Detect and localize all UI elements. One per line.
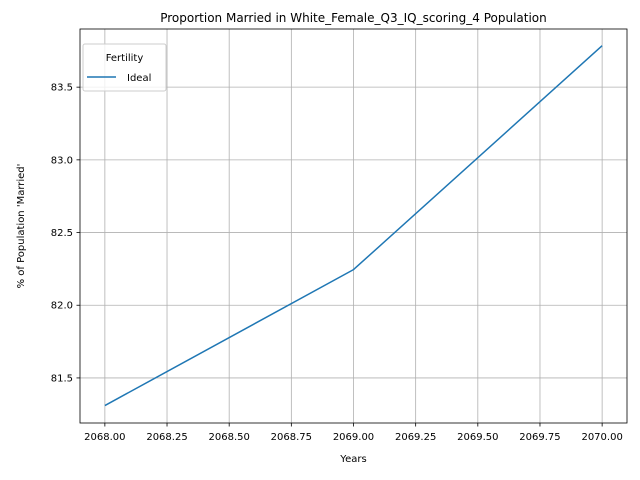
chart-title: Proportion Married in White_Female_Q3_IQ… [160,11,547,25]
x-tick-label: 2068.75 [271,432,312,443]
x-tick-label: 2069.00 [333,432,374,443]
legend-title: Fertility [106,53,144,64]
y-tick-label: 83.0 [51,155,73,166]
plot-frame [79,28,628,424]
grid [80,29,627,423]
x-tick-label: 2068.00 [84,432,125,443]
y-tick-label: 81.5 [51,373,73,384]
legend: Fertility Ideal [82,43,167,92]
x-tick-label: 2069.50 [457,432,498,443]
y-tick-label: 83.5 [51,83,73,94]
y-axis-label: % of Population 'Married' [16,164,27,289]
x-axis-ticks: 2068.00 2068.25 2068.50 2068.75 2069.00 2069.… [84,423,623,443]
y-tick-label: 82.5 [51,228,73,239]
x-tick-label: 2068.50 [209,432,250,443]
x-tick-label: 2069.25 [395,432,436,443]
series-line [104,45,603,407]
y-axis-ticks: 81.5 82.0 82.5 83.0 83.5 [51,83,80,384]
legend-box [82,43,167,92]
x-tick-label: 2070.00 [581,432,622,443]
x-tick-label: 2068.25 [146,432,187,443]
x-axis-label: Years [339,454,366,465]
y-tick-label: 82.0 [51,301,73,312]
series-group [104,45,603,407]
x-tick-label: 2069.75 [519,432,560,443]
legend-entry-label: Ideal [127,73,151,84]
